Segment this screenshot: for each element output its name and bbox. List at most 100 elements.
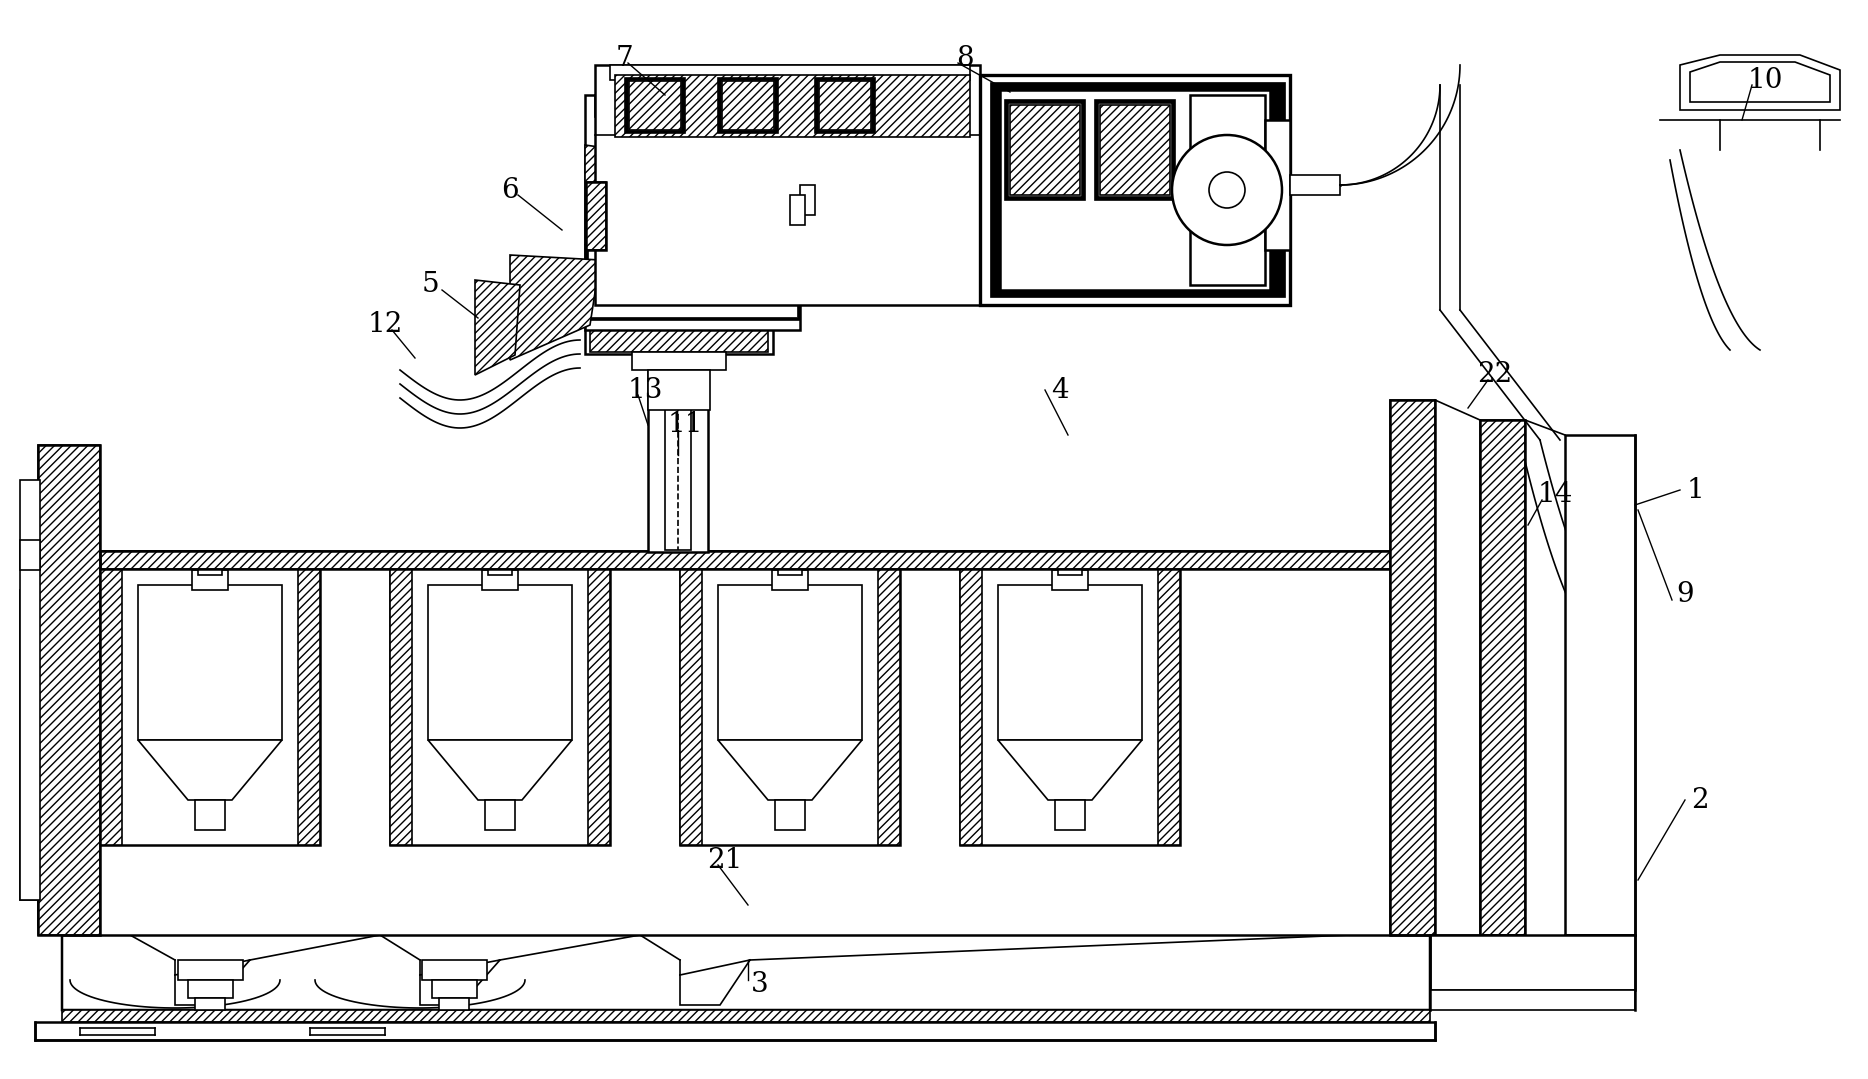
Text: 7: 7 bbox=[616, 44, 633, 71]
Bar bbox=[818, 81, 870, 129]
Bar bbox=[596, 65, 981, 305]
Bar bbox=[631, 352, 727, 370]
Bar bbox=[585, 328, 773, 354]
Bar bbox=[1055, 800, 1085, 830]
Bar bbox=[482, 570, 517, 590]
Bar bbox=[101, 565, 319, 845]
Text: 14: 14 bbox=[1537, 481, 1573, 508]
Bar bbox=[588, 565, 611, 845]
Bar bbox=[1052, 570, 1087, 590]
Bar bbox=[177, 960, 243, 980]
Bar bbox=[189, 980, 234, 998]
Bar bbox=[600, 105, 814, 113]
Bar bbox=[680, 565, 702, 845]
Bar bbox=[101, 565, 121, 845]
Bar bbox=[981, 76, 1291, 305]
Bar bbox=[21, 590, 37, 900]
Bar bbox=[960, 565, 1181, 845]
Bar bbox=[37, 445, 101, 935]
Bar bbox=[587, 182, 605, 250]
Bar bbox=[432, 980, 476, 998]
Bar bbox=[611, 65, 969, 80]
Bar bbox=[1098, 103, 1171, 197]
Bar bbox=[1565, 435, 1634, 935]
Bar bbox=[194, 998, 224, 1010]
Bar bbox=[1095, 100, 1175, 200]
Polygon shape bbox=[62, 905, 1431, 1010]
Polygon shape bbox=[1679, 55, 1840, 110]
Bar bbox=[680, 551, 900, 565]
Bar bbox=[1390, 400, 1435, 935]
Text: 11: 11 bbox=[667, 411, 702, 438]
Bar bbox=[585, 95, 800, 330]
Bar bbox=[390, 565, 413, 845]
Bar bbox=[1291, 175, 1339, 195]
Bar bbox=[665, 340, 691, 550]
Polygon shape bbox=[998, 740, 1141, 800]
Bar bbox=[488, 565, 512, 575]
Bar bbox=[960, 551, 1181, 565]
Bar bbox=[1390, 400, 1435, 935]
Polygon shape bbox=[656, 140, 719, 230]
Bar bbox=[486, 800, 516, 830]
Bar bbox=[1479, 420, 1524, 935]
Bar bbox=[723, 81, 773, 129]
Bar bbox=[615, 76, 969, 137]
Bar bbox=[35, 1022, 1435, 1040]
Bar bbox=[878, 565, 900, 845]
Polygon shape bbox=[474, 279, 519, 375]
Bar bbox=[198, 565, 222, 575]
Bar bbox=[138, 585, 282, 740]
Bar bbox=[101, 551, 1431, 569]
Circle shape bbox=[1209, 172, 1244, 208]
Bar bbox=[62, 560, 1431, 935]
Text: 6: 6 bbox=[501, 177, 519, 204]
Bar bbox=[771, 570, 809, 590]
Bar bbox=[101, 551, 1431, 569]
Bar bbox=[818, 80, 872, 131]
Bar bbox=[1395, 560, 1431, 935]
Text: 10: 10 bbox=[1747, 67, 1782, 94]
Bar bbox=[194, 800, 224, 830]
Bar bbox=[390, 565, 611, 845]
Bar bbox=[62, 1010, 1431, 1022]
Text: 22: 22 bbox=[1478, 361, 1513, 388]
Polygon shape bbox=[585, 145, 656, 245]
Text: 8: 8 bbox=[956, 44, 973, 71]
Bar bbox=[590, 330, 768, 352]
Bar bbox=[1479, 420, 1524, 935]
Polygon shape bbox=[1691, 62, 1831, 103]
Polygon shape bbox=[138, 740, 282, 800]
Bar bbox=[814, 78, 874, 133]
Text: 5: 5 bbox=[420, 272, 439, 299]
Bar bbox=[717, 585, 861, 740]
Text: 13: 13 bbox=[628, 377, 663, 404]
Bar bbox=[960, 565, 983, 845]
Bar bbox=[1009, 103, 1082, 197]
Bar bbox=[800, 195, 814, 226]
Text: 4: 4 bbox=[1052, 377, 1068, 404]
Bar bbox=[630, 81, 682, 129]
Bar bbox=[777, 565, 801, 575]
Bar bbox=[600, 222, 814, 230]
Bar bbox=[37, 570, 64, 925]
Bar bbox=[62, 560, 97, 935]
Bar bbox=[998, 585, 1141, 740]
Bar bbox=[717, 78, 777, 133]
Bar bbox=[1011, 105, 1080, 195]
Bar bbox=[1057, 565, 1082, 575]
Bar bbox=[299, 565, 319, 845]
Bar bbox=[628, 80, 682, 131]
Bar bbox=[439, 998, 469, 1010]
Bar bbox=[428, 585, 572, 740]
Bar bbox=[596, 95, 790, 117]
Bar bbox=[775, 800, 805, 830]
Bar bbox=[1431, 935, 1634, 991]
Text: 21: 21 bbox=[708, 847, 743, 874]
Text: 12: 12 bbox=[368, 312, 403, 339]
Polygon shape bbox=[717, 740, 861, 800]
Bar bbox=[1190, 95, 1265, 285]
Bar bbox=[680, 565, 900, 845]
Circle shape bbox=[1171, 135, 1281, 245]
Text: 2: 2 bbox=[1691, 787, 1709, 814]
